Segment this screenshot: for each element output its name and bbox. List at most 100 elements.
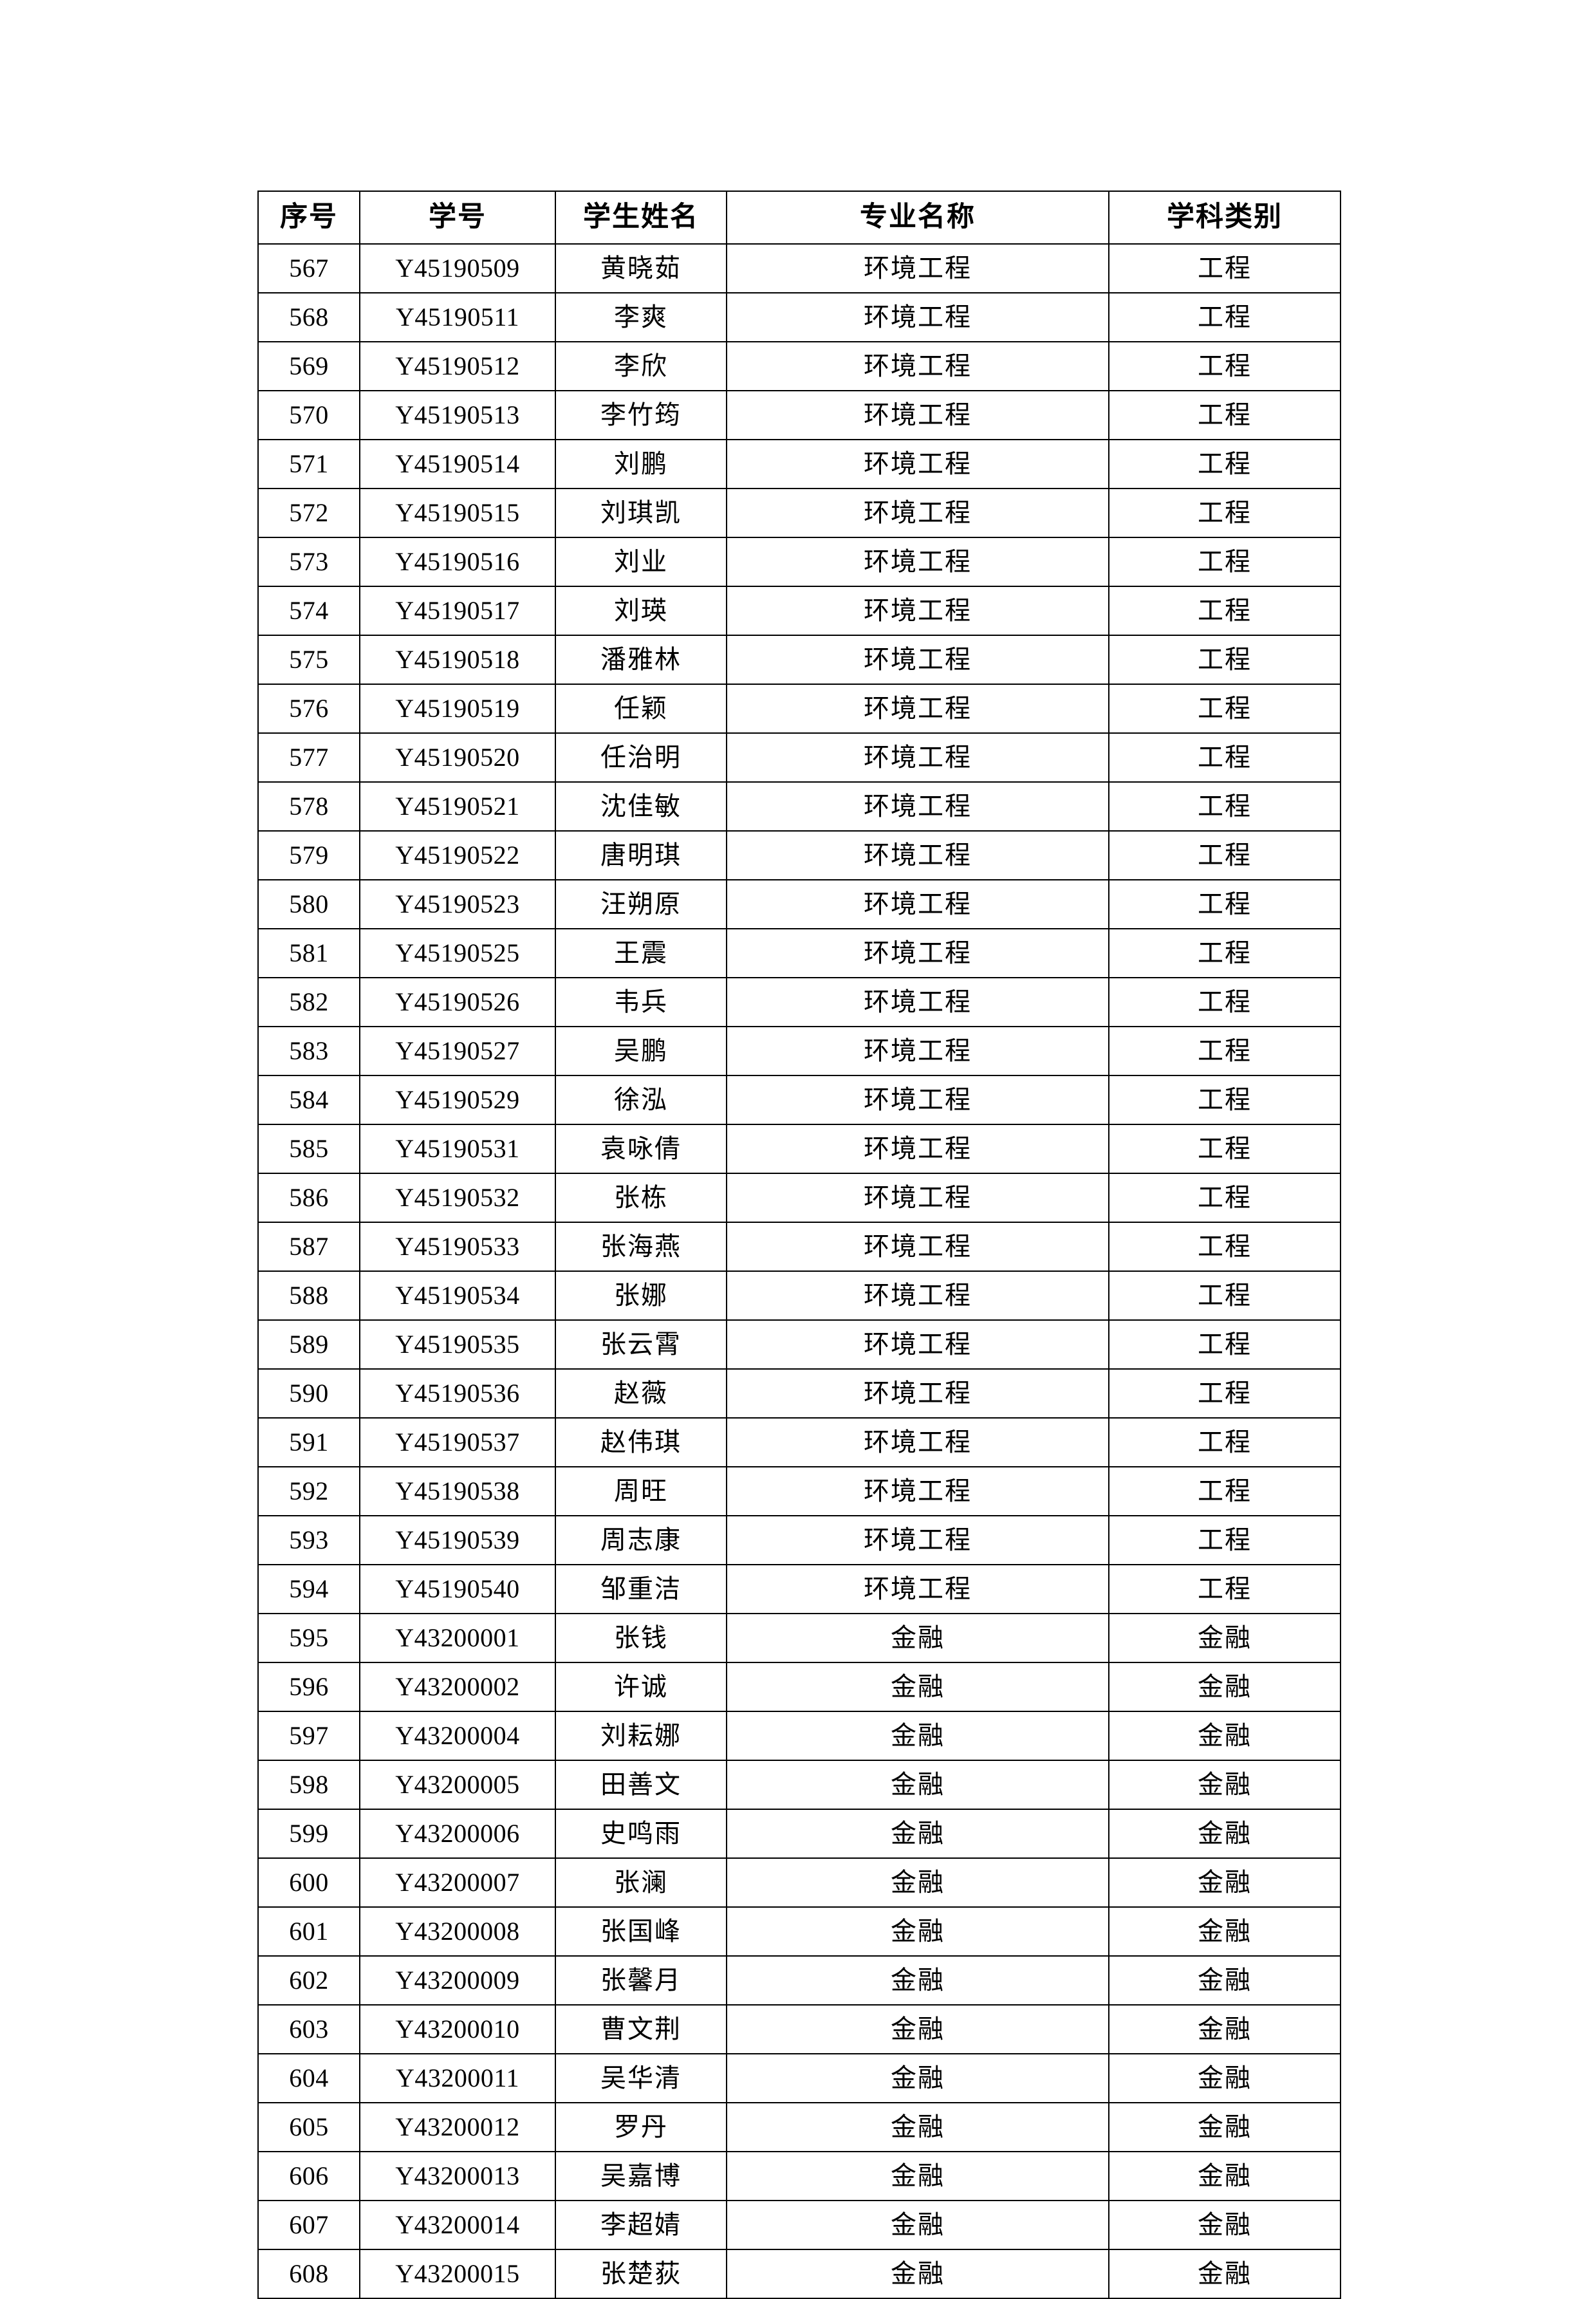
table-row: 592 Y45190538 周旺 环境工程 工程 — [257, 1466, 1341, 1516]
cell-discipline-category: 金融 — [1108, 2200, 1341, 2250]
cell-discipline-category: 工程 — [1108, 439, 1341, 489]
cell-sequence: 587 — [257, 1222, 360, 1272]
cell-major-name: 环境工程 — [726, 243, 1109, 293]
cell-major-name: 金融 — [726, 1809, 1109, 1859]
cell-discipline-category: 金融 — [1108, 1711, 1341, 1761]
table-row: 585 Y45190531 袁咏倩 环境工程 工程 — [257, 1124, 1341, 1174]
table-row: 572 Y45190515 刘琪凯 环境工程 工程 — [257, 488, 1341, 538]
cell-sequence: 583 — [257, 1026, 360, 1076]
cell-discipline-category: 工程 — [1108, 1124, 1341, 1174]
cell-student-id: Y43200015 — [359, 2249, 556, 2299]
cell-sequence: 567 — [257, 243, 360, 293]
cell-major-name: 环境工程 — [726, 635, 1109, 685]
table-row: 570 Y45190513 李竹筠 环境工程 工程 — [257, 390, 1341, 440]
cell-major-name: 环境工程 — [726, 390, 1109, 440]
cell-major-name: 金融 — [726, 1760, 1109, 1810]
cell-discipline-category: 工程 — [1108, 243, 1341, 293]
cell-discipline-category: 工程 — [1108, 488, 1341, 538]
cell-major-name: 金融 — [726, 2004, 1109, 2054]
cell-student-name: 徐泓 — [555, 1075, 727, 1125]
table-row: 603 Y43200010 曹文荆 金融 金融 — [257, 2004, 1341, 2054]
cell-discipline-category: 工程 — [1108, 1417, 1341, 1467]
table-body: 567 Y45190509 黄晓茹 环境工程 工程 568 Y45190511 李爽 环境工程工… — [257, 243, 1341, 2299]
cell-discipline-category: 工程 — [1108, 635, 1341, 685]
cell-student-name: 曹文荆 — [555, 2004, 727, 2054]
cell-sequence: 584 — [257, 1075, 360, 1125]
cell-discipline-category: 工程 — [1108, 586, 1341, 636]
cell-student-id: Y45190517 — [359, 586, 556, 636]
cell-sequence: 605 — [257, 2102, 360, 2152]
cell-student-id: Y45190515 — [359, 488, 556, 538]
table-row: 588 Y45190534 张娜 环境工程 工程 — [257, 1270, 1341, 1321]
cell-major-name: 金融 — [726, 2053, 1109, 2103]
cell-sequence: 599 — [257, 1809, 360, 1859]
cell-student-name: 袁咏倩 — [555, 1124, 727, 1174]
cell-major-name: 金融 — [726, 2151, 1109, 2201]
cell-sequence: 582 — [257, 977, 360, 1027]
cell-student-id: Y45190521 — [359, 781, 556, 832]
cell-student-name: 罗丹 — [555, 2102, 727, 2152]
cell-student-name: 潘雅林 — [555, 635, 727, 685]
cell-sequence: 581 — [257, 928, 360, 978]
cell-discipline-category: 工程 — [1108, 977, 1341, 1027]
cell-student-name: 邹重洁 — [555, 1564, 727, 1614]
cell-discipline-category: 工程 — [1108, 390, 1341, 440]
cell-student-name: 刘琪凯 — [555, 488, 727, 538]
table-row: 596 Y43200002 许诚 金融 金融 — [257, 1662, 1341, 1712]
cell-student-id: Y45190516 — [359, 537, 556, 587]
table-row: 581 Y45190525 王震 环境工程 工程 — [257, 928, 1341, 978]
cell-student-name: 吴华清 — [555, 2053, 727, 2103]
cell-sequence: 573 — [257, 537, 360, 587]
table-row: 602 Y43200009 张馨月 金融 金融 — [257, 1955, 1341, 2006]
cell-major-name: 环境工程 — [726, 1270, 1109, 1321]
cell-sequence: 570 — [257, 390, 360, 440]
cell-student-id: Y43200002 — [359, 1662, 556, 1712]
cell-discipline-category: 工程 — [1108, 684, 1341, 734]
cell-major-name: 环境工程 — [726, 928, 1109, 978]
table-row: 586 Y45190532 张栋 环境工程 工程 — [257, 1173, 1341, 1223]
table-row: 574 Y45190517 刘瑛 环境工程 工程 — [257, 586, 1341, 636]
cell-student-name: 周旺 — [555, 1466, 727, 1516]
cell-student-name: 吴鹏 — [555, 1026, 727, 1076]
cell-sequence: 585 — [257, 1124, 360, 1174]
table-row: 580 Y45190523 汪朔原 环境工程 工程 — [257, 879, 1341, 929]
cell-discipline-category: 工程 — [1108, 1075, 1341, 1125]
cell-student-id: Y43200006 — [359, 1809, 556, 1859]
cell-student-id: Y45190534 — [359, 1270, 556, 1321]
cell-major-name: 环境工程 — [726, 439, 1109, 489]
cell-sequence: 596 — [257, 1662, 360, 1712]
cell-student-id: Y45190522 — [359, 830, 556, 880]
cell-student-id: Y45190540 — [359, 1564, 556, 1614]
cell-sequence: 603 — [257, 2004, 360, 2054]
table-row: 583 Y45190527 吴鹏 环境工程 工程 — [257, 1026, 1341, 1076]
cell-sequence: 572 — [257, 488, 360, 538]
cell-major-name: 环境工程 — [726, 732, 1109, 783]
cell-discipline-category: 工程 — [1108, 830, 1341, 880]
cell-student-id: Y45190532 — [359, 1173, 556, 1223]
table-row: 584 Y45190529 徐泓 环境工程 工程 — [257, 1075, 1341, 1125]
cell-sequence: 591 — [257, 1417, 360, 1467]
cell-major-name: 环境工程 — [726, 977, 1109, 1027]
cell-sequence: 595 — [257, 1613, 360, 1663]
cell-student-id: Y43200014 — [359, 2200, 556, 2250]
cell-major-name: 环境工程 — [726, 586, 1109, 636]
cell-student-id: Y45190518 — [359, 635, 556, 685]
cell-major-name: 金融 — [726, 1857, 1109, 1908]
cell-student-name: 许诚 — [555, 1662, 727, 1712]
cell-major-name: 金融 — [726, 2200, 1109, 2250]
table-row: 571 Y45190514 刘鹏 环境工程 工程 — [257, 439, 1341, 489]
student-roster-table: 序号 学号 学生姓名 专业名称 学科类别 567 Y45190509 黄晓茹 环境工程… — [257, 191, 1341, 2299]
cell-student-name: 任颖 — [555, 684, 727, 734]
cell-student-name: 刘鹏 — [555, 439, 727, 489]
cell-major-name: 环境工程 — [726, 1417, 1109, 1467]
cell-student-id: Y43200005 — [359, 1760, 556, 1810]
table-row: 599 Y43200006 史鸣雨 金融 金融 — [257, 1809, 1341, 1859]
column-header-student-id: 学号 — [359, 191, 556, 245]
cell-major-name: 环境工程 — [726, 879, 1109, 929]
cell-discipline-category: 工程 — [1108, 341, 1341, 391]
cell-student-name: 刘业 — [555, 537, 727, 587]
cell-student-name: 赵伟琪 — [555, 1417, 727, 1467]
cell-sequence: 588 — [257, 1270, 360, 1321]
cell-student-id: Y43200012 — [359, 2102, 556, 2152]
